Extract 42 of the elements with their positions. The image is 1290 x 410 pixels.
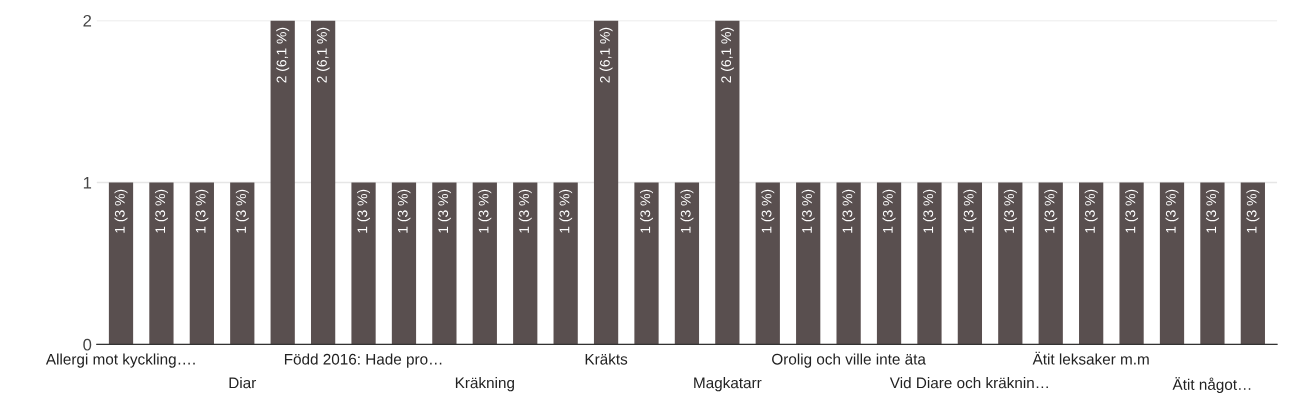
data-label: 2 (6,1 %): [599, 27, 613, 83]
data-label: 1 (3 %): [1246, 189, 1260, 233]
data-label: 1 (3 %): [357, 189, 371, 233]
y-tick-label: 2: [83, 14, 92, 27]
data-label: 1 (3 %): [842, 189, 856, 233]
data-label: 1 (3 %): [922, 189, 936, 233]
x-tick-label: Allergi mot kyckling….: [45, 353, 195, 368]
x-tick-label: Vid Diare och kräknin…: [889, 377, 1048, 389]
y-tick-label: 0: [83, 338, 92, 351]
data-label: 1 (3 %): [195, 189, 209, 233]
y-tick-label: 1: [83, 177, 92, 189]
data-label: 1 (3 %): [1125, 189, 1139, 233]
x-tick-label: Ätit leksaker m.m: [1032, 351, 1149, 365]
data-label: 1 (3 %): [154, 189, 168, 233]
data-label: 1 (3 %): [640, 189, 653, 233]
x-tick-label: Född 2016: Hade pro…: [284, 353, 442, 368]
data-label: 2 (6,1 %): [720, 27, 734, 83]
x-tick-label: Kräkts: [585, 353, 628, 365]
data-label: 1 (3 %): [801, 189, 815, 233]
data-label: 1 (3 %): [1044, 189, 1058, 233]
data-label: 1 (3 %): [478, 189, 492, 233]
data-label: 1 (3 %): [882, 189, 896, 233]
x-tick-label: Orolig och ville inte äta: [772, 353, 926, 368]
data-label: 1 (3 %): [559, 189, 573, 233]
x-tick-label: Ätit något…: [1172, 377, 1251, 393]
data-label: 1 (3 %): [963, 189, 977, 233]
data-label: 1 (3 %): [1003, 189, 1017, 233]
data-label: 1 (3 %): [1084, 189, 1098, 233]
data-label: 1 (3 %): [437, 189, 451, 233]
data-label: 1 (3 %): [1165, 189, 1179, 233]
data-label: 1 (3 %): [235, 189, 249, 233]
data-label: 2 (6,1 %): [276, 27, 290, 83]
data-label: 1 (3 %): [1205, 189, 1219, 233]
data-label: 1 (3 %): [114, 189, 128, 233]
x-tick-label: Diar: [229, 377, 257, 389]
data-label: 1 (3 %): [761, 189, 775, 233]
x-tick-label: Magkatarr: [694, 377, 762, 392]
x-tick-label: Kräkning: [455, 377, 514, 392]
data-label: 1 (3 %): [397, 189, 411, 233]
data-label: 1 (3 %): [680, 189, 694, 233]
data-label: 2 (6,1 %): [316, 27, 330, 83]
data-label: 1 (3 %): [518, 189, 532, 233]
